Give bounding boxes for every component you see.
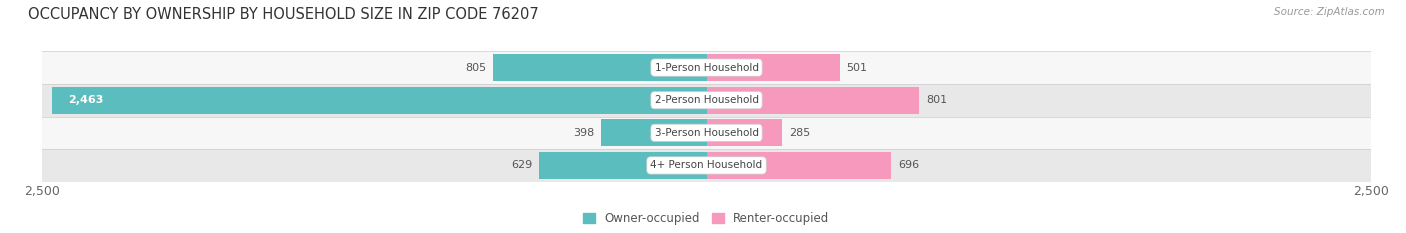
Bar [492,54,706,81]
Bar [706,54,839,81]
Text: 1-Person Household: 1-Person Household [655,63,758,72]
Bar [52,87,706,113]
Text: 398: 398 [572,128,595,138]
Text: 2-Person Household: 2-Person Household [655,95,758,105]
Bar [706,120,782,146]
Text: 501: 501 [846,63,868,72]
Bar [706,87,920,113]
Bar [600,120,706,146]
Text: 801: 801 [927,95,948,105]
Text: 2,463: 2,463 [67,95,103,105]
Bar [42,116,1371,149]
Text: 805: 805 [465,63,486,72]
Text: Source: ZipAtlas.com: Source: ZipAtlas.com [1274,7,1385,17]
Text: OCCUPANCY BY OWNERSHIP BY HOUSEHOLD SIZE IN ZIP CODE 76207: OCCUPANCY BY OWNERSHIP BY HOUSEHOLD SIZE… [28,7,538,22]
Text: 285: 285 [789,128,810,138]
Bar [42,149,1371,182]
Legend: Owner-occupied, Renter-occupied: Owner-occupied, Renter-occupied [579,207,834,230]
Bar [42,84,1371,116]
Text: 696: 696 [898,161,920,170]
Text: 629: 629 [512,161,533,170]
Bar [540,152,706,179]
Text: 3-Person Household: 3-Person Household [655,128,758,138]
Bar [706,152,891,179]
Bar [42,51,1371,84]
Text: 4+ Person Household: 4+ Person Household [651,161,762,170]
